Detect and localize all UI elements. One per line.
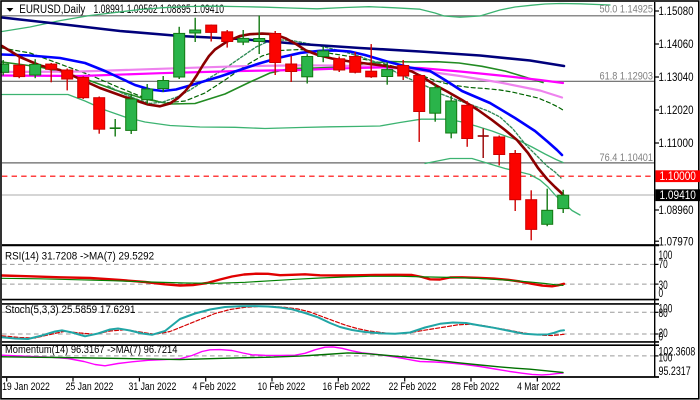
svg-text:28 Feb 2022: 28 Feb 2022	[451, 381, 499, 393]
svg-text:31 Jan 2022: 31 Jan 2022	[129, 381, 177, 393]
svg-text:0: 0	[659, 331, 664, 343]
svg-text:RSI(14) 31.7208 ->MA(7) 29.52: RSI(14) 31.7208 ->MA(7) 29.5292	[5, 250, 154, 262]
svg-text:1.15080: 1.15080	[659, 6, 694, 18]
svg-text:76.4 1.10401: 76.4 1.10401	[600, 152, 654, 164]
svg-text:1.12020: 1.12020	[659, 105, 694, 117]
svg-text:61.8 1.12903: 61.8 1.12903	[600, 71, 654, 83]
svg-text:16 Feb 2022: 16 Feb 2022	[323, 381, 371, 393]
svg-text:1.08991 1.09562 1.08895 1.0941: 1.08991 1.09562 1.08895 1.09410	[94, 4, 225, 16]
svg-text:100: 100	[659, 304, 673, 316]
svg-text:0: 0	[659, 288, 664, 300]
svg-text:1.08960: 1.08960	[659, 205, 694, 217]
svg-text:50.0 1.14925: 50.0 1.14925	[600, 4, 654, 16]
svg-text:10 Feb 2022: 10 Feb 2022	[258, 381, 306, 393]
svg-text:102.3608: 102.3608	[659, 346, 696, 358]
svg-text:1.11000: 1.11000	[659, 138, 694, 150]
svg-text:1.09410: 1.09410	[660, 190, 696, 202]
svg-text:100: 100	[659, 250, 673, 262]
svg-text:Stoch(5,3,3) 25.5859 17.6291: Stoch(5,3,3) 25.5859 17.6291	[5, 304, 136, 316]
svg-text:95.2317: 95.2317	[659, 366, 691, 378]
svg-text:19 Jan 2022: 19 Jan 2022	[2, 381, 50, 393]
svg-text:EURUSD,Daily: EURUSD,Daily	[19, 4, 85, 16]
svg-text:70: 70	[659, 259, 668, 271]
svg-text:Momentum(14) 96.3167 ->MA(7): Momentum(14) 96.3167 ->MA(7) 96.7214	[5, 344, 177, 356]
svg-text:20: 20	[659, 328, 668, 340]
svg-text:30: 30	[659, 280, 668, 292]
svg-text:80: 80	[659, 308, 668, 320]
svg-text:4 Mar 2022: 4 Mar 2022	[517, 381, 561, 393]
svg-text:1.13040: 1.13040	[659, 72, 694, 84]
svg-text:1.10000: 1.10000	[660, 171, 696, 183]
svg-text:25 Jan 2022: 25 Jan 2022	[66, 381, 114, 393]
svg-text:1.14060: 1.14060	[659, 39, 694, 51]
svg-text:22 Feb 2022: 22 Feb 2022	[389, 381, 437, 393]
svg-text:100: 100	[659, 352, 673, 364]
svg-text:1.07970: 1.07970	[659, 236, 694, 248]
svg-text:4 Feb 2022: 4 Feb 2022	[193, 381, 237, 393]
